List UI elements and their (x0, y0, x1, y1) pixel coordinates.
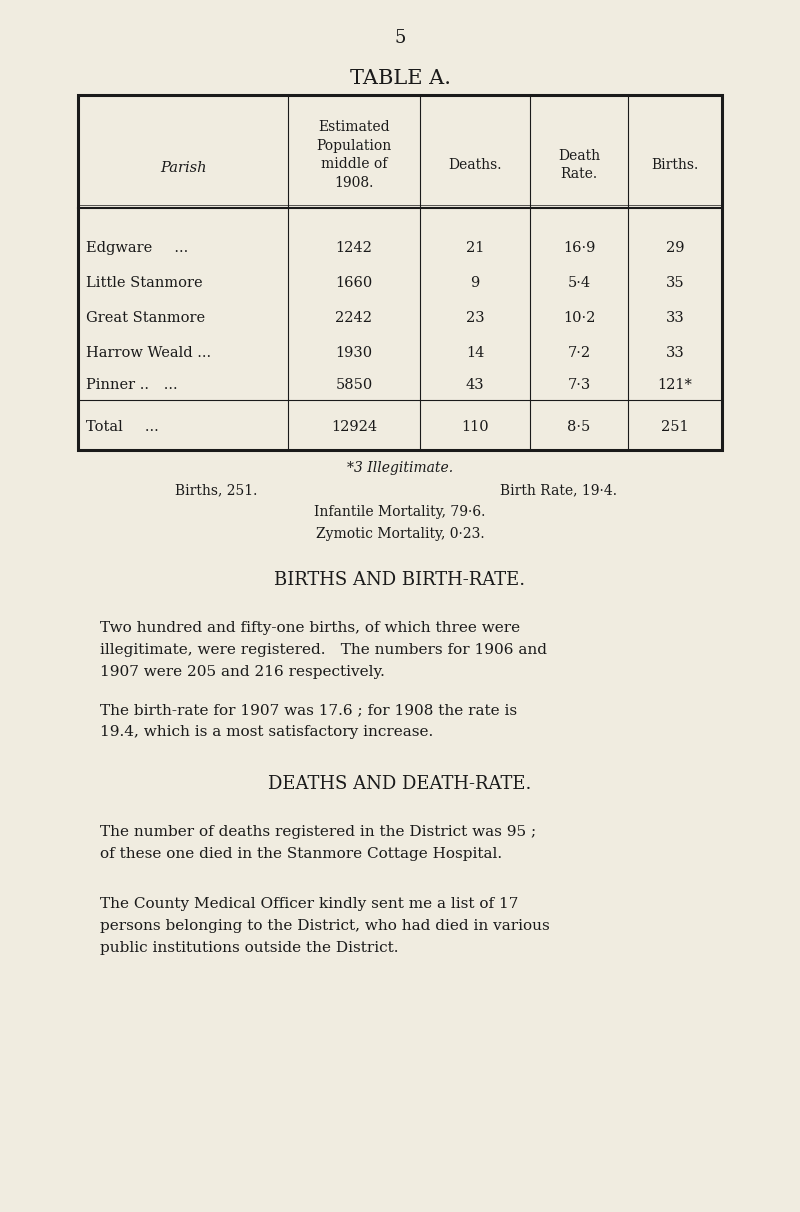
Text: 14: 14 (466, 345, 484, 360)
Text: 29: 29 (666, 241, 684, 255)
Text: The birth-rate for 1907 was 17.6 ; for 1908 the rate is: The birth-rate for 1907 was 17.6 ; for 1… (100, 703, 517, 718)
Text: 1660: 1660 (335, 276, 373, 290)
Text: 33: 33 (666, 311, 684, 325)
Text: Estimated
Population
middle of
1908.: Estimated Population middle of 1908. (316, 120, 392, 189)
Text: 23: 23 (466, 311, 484, 325)
Text: Deaths.: Deaths. (448, 158, 502, 172)
Text: Parish: Parish (160, 161, 206, 175)
Text: 10·2: 10·2 (563, 311, 595, 325)
Text: *3 Illegitimate.: *3 Illegitimate. (347, 461, 453, 475)
Text: 16·9: 16·9 (563, 241, 595, 255)
Text: Edgware   ...: Edgware ... (86, 241, 188, 255)
Text: Infantile Mortality, 79·6.: Infantile Mortality, 79·6. (314, 505, 486, 519)
Text: Births, 251.: Births, 251. (175, 484, 258, 497)
Text: 12924: 12924 (331, 421, 377, 434)
Text: 1242: 1242 (335, 241, 373, 255)
Text: Zymotic Mortality, 0·23.: Zymotic Mortality, 0·23. (316, 527, 484, 541)
Text: 43: 43 (466, 378, 484, 391)
Text: 5·4: 5·4 (567, 276, 590, 290)
Text: The number of deaths registered in the District was 95 ;: The number of deaths registered in the D… (100, 825, 536, 839)
Text: 121*: 121* (658, 378, 693, 391)
Text: Total   ...: Total ... (86, 421, 158, 434)
Text: 21: 21 (466, 241, 484, 255)
Text: 2242: 2242 (335, 311, 373, 325)
Text: public institutions outside the District.: public institutions outside the District… (100, 941, 398, 955)
Text: The County Medical Officer kindly sent me a list of 17: The County Medical Officer kindly sent m… (100, 897, 518, 911)
Text: 7·2: 7·2 (567, 345, 590, 360)
Text: Births.: Births. (651, 158, 698, 172)
Text: Death
Rate.: Death Rate. (558, 149, 600, 182)
Text: Great Stanmore: Great Stanmore (86, 311, 205, 325)
Text: 8·5: 8·5 (567, 421, 590, 434)
Text: 33: 33 (666, 345, 684, 360)
Text: Birth Rate, 19·4.: Birth Rate, 19·4. (500, 484, 617, 497)
Text: Pinner ..  ...: Pinner .. ... (86, 378, 178, 391)
Text: 19.4, which is a most satisfactory increase.: 19.4, which is a most satisfactory incre… (100, 725, 434, 739)
Text: 110: 110 (461, 421, 489, 434)
Text: 1907 were 205 and 216 respectively.: 1907 were 205 and 216 respectively. (100, 665, 385, 679)
Text: 35: 35 (666, 276, 684, 290)
Text: 251: 251 (661, 421, 689, 434)
Text: TABLE A.: TABLE A. (350, 69, 450, 87)
Text: 5850: 5850 (335, 378, 373, 391)
Text: 5: 5 (394, 29, 406, 47)
Text: BIRTHS AND BIRTH-RATE.: BIRTHS AND BIRTH-RATE. (274, 571, 526, 589)
Text: illegitimate, were registered. The numbers for 1906 and: illegitimate, were registered. The numbe… (100, 644, 547, 657)
Text: Little Stanmore: Little Stanmore (86, 276, 202, 290)
Text: 7·3: 7·3 (567, 378, 590, 391)
Text: Two hundred and fifty-one births, of which three were: Two hundred and fifty-one births, of whi… (100, 621, 520, 635)
Text: 1930: 1930 (335, 345, 373, 360)
Text: DEATHS AND DEATH-RATE.: DEATHS AND DEATH-RATE. (268, 774, 532, 793)
Text: Harrow Weald ...: Harrow Weald ... (86, 345, 211, 360)
Text: 9: 9 (470, 276, 480, 290)
Text: of these one died in the Stanmore Cottage Hospital.: of these one died in the Stanmore Cottag… (100, 847, 502, 861)
Text: persons belonging to the District, who had died in various: persons belonging to the District, who h… (100, 919, 550, 933)
